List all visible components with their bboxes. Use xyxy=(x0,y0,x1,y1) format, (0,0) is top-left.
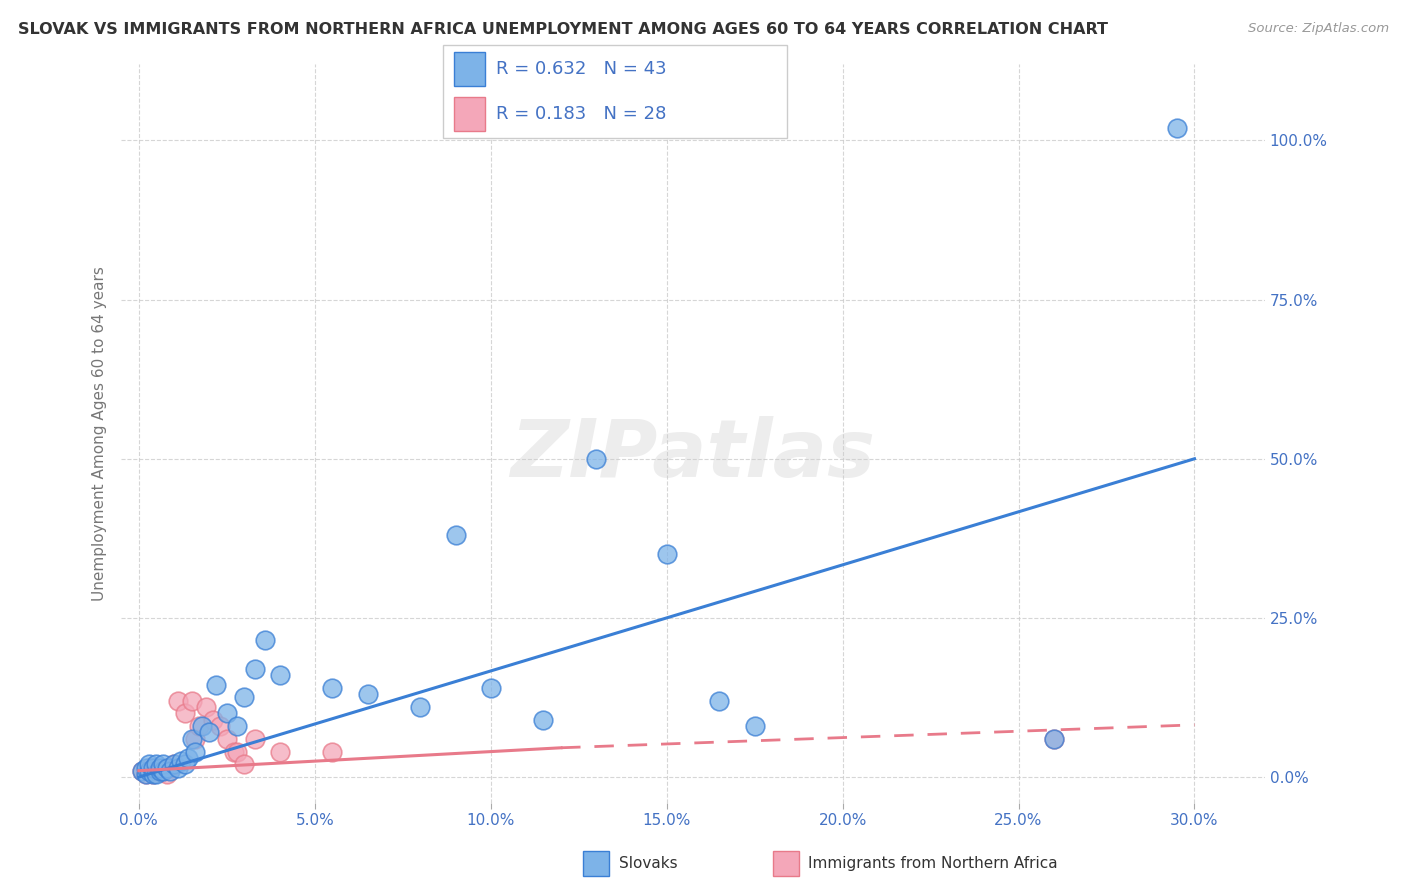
Point xyxy=(655,547,678,561)
Point xyxy=(479,681,502,695)
Point xyxy=(222,745,245,759)
Point xyxy=(254,633,277,648)
Point xyxy=(135,767,157,781)
Point xyxy=(269,745,291,759)
Point xyxy=(159,760,181,774)
Point xyxy=(170,754,193,768)
Point xyxy=(138,760,160,774)
Point xyxy=(138,764,160,778)
Point xyxy=(142,767,165,781)
Point xyxy=(198,725,221,739)
Text: Source: ZipAtlas.com: Source: ZipAtlas.com xyxy=(1249,22,1389,36)
Point xyxy=(205,678,228,692)
Point xyxy=(156,760,179,774)
Point xyxy=(142,760,165,774)
Point xyxy=(173,757,195,772)
Point xyxy=(208,719,231,733)
Point xyxy=(194,700,217,714)
Point xyxy=(187,719,209,733)
Point xyxy=(1042,731,1064,746)
Point xyxy=(135,767,157,781)
Text: Slovaks: Slovaks xyxy=(619,856,678,871)
Point xyxy=(1042,731,1064,746)
Point xyxy=(163,757,186,772)
Point xyxy=(145,764,167,778)
Point xyxy=(1166,120,1188,135)
Point xyxy=(180,731,202,746)
Point xyxy=(152,764,174,778)
Point xyxy=(233,757,256,772)
Point xyxy=(744,719,766,733)
Point xyxy=(152,757,174,772)
Point xyxy=(177,751,200,765)
Point xyxy=(145,757,167,772)
Point xyxy=(321,745,343,759)
Point xyxy=(184,745,207,759)
Point xyxy=(138,757,160,772)
Point xyxy=(149,764,172,778)
Text: SLOVAK VS IMMIGRANTS FROM NORTHERN AFRICA UNEMPLOYMENT AMONG AGES 60 TO 64 YEARS: SLOVAK VS IMMIGRANTS FROM NORTHERN AFRIC… xyxy=(18,22,1108,37)
Point xyxy=(243,731,266,746)
Point xyxy=(184,731,207,746)
Point xyxy=(356,687,378,701)
Point xyxy=(156,767,179,781)
Text: R = 0.183   N = 28: R = 0.183 N = 28 xyxy=(496,105,666,123)
Point xyxy=(201,713,224,727)
Point xyxy=(180,694,202,708)
Point xyxy=(226,745,249,759)
Point xyxy=(533,713,555,727)
Point xyxy=(131,764,153,778)
Text: ZIPatlas: ZIPatlas xyxy=(510,417,876,494)
Point xyxy=(173,706,195,721)
Point xyxy=(149,764,172,778)
Point xyxy=(269,668,291,682)
Point xyxy=(585,451,607,466)
Text: Immigrants from Northern Africa: Immigrants from Northern Africa xyxy=(808,856,1059,871)
Y-axis label: Unemployment Among Ages 60 to 64 years: Unemployment Among Ages 60 to 64 years xyxy=(93,266,107,600)
Point xyxy=(409,700,432,714)
Point xyxy=(142,760,165,774)
Point xyxy=(149,760,172,774)
Point xyxy=(138,764,160,778)
Point xyxy=(166,760,188,774)
Point xyxy=(191,719,214,733)
Point xyxy=(444,528,467,542)
Point xyxy=(166,694,188,708)
Point xyxy=(709,694,731,708)
Point xyxy=(321,681,343,695)
Point xyxy=(135,760,157,774)
Point xyxy=(131,764,153,778)
Point xyxy=(145,767,167,781)
Point xyxy=(215,731,238,746)
Point xyxy=(215,706,238,721)
Point xyxy=(243,662,266,676)
Text: R = 0.632   N = 43: R = 0.632 N = 43 xyxy=(496,60,666,78)
Point xyxy=(159,764,181,778)
Point xyxy=(233,690,256,705)
Point xyxy=(163,757,186,772)
Point xyxy=(142,767,165,781)
Point xyxy=(152,764,174,778)
Point xyxy=(226,719,249,733)
